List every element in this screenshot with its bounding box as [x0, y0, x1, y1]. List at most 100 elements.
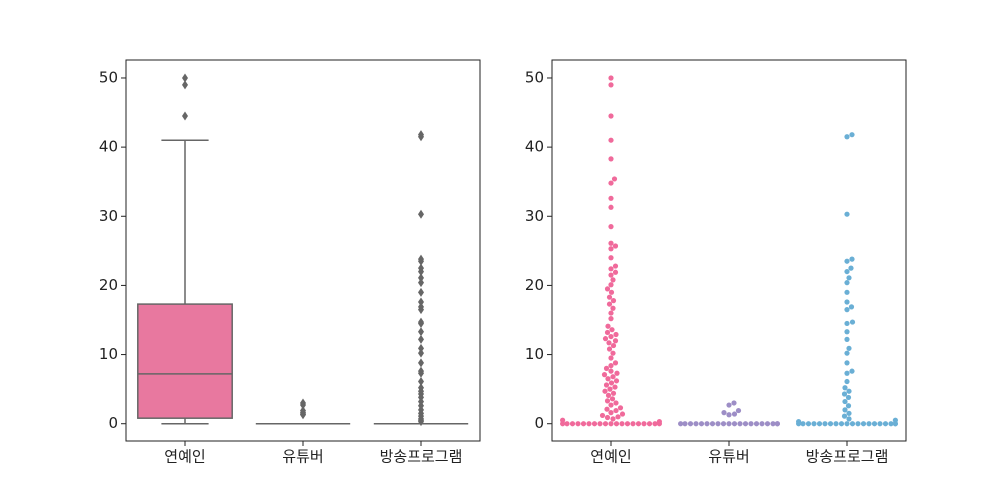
swarm-point: [606, 340, 612, 346]
x-tick-label: 유튜버: [708, 448, 749, 466]
swarm-point: [693, 421, 699, 427]
flier: [418, 383, 424, 393]
swarm-point: [608, 156, 614, 162]
swarm-point: [608, 204, 614, 210]
swarm-point: [619, 411, 626, 417]
swarm-point: [846, 416, 852, 422]
swarm-point: [841, 391, 848, 397]
swarm-point: [844, 268, 850, 275]
swarm-point: [846, 345, 852, 351]
flier: [182, 111, 188, 121]
y-tick-label: 0: [108, 414, 118, 432]
swarm-point: [731, 400, 737, 406]
y-tick-label: 20: [99, 276, 118, 294]
swarm-point: [849, 319, 856, 325]
swarm-point: [608, 224, 614, 230]
swarm-point: [609, 396, 616, 402]
swarm-point: [586, 421, 592, 427]
swarm-point: [608, 402, 614, 408]
swarm-point: [849, 368, 855, 374]
swarm-point: [849, 132, 855, 138]
swarm-point: [602, 336, 609, 342]
flier: [418, 254, 424, 264]
swarm-point: [800, 421, 806, 427]
swarm-point: [848, 265, 854, 271]
swarm-point: [610, 277, 616, 283]
swarm-point: [610, 350, 616, 356]
swarm-point: [604, 406, 610, 412]
swarm-point: [827, 421, 834, 427]
swarm-point: [608, 380, 615, 386]
flier: [418, 334, 424, 344]
swarm-point: [608, 368, 614, 374]
swarm-point: [844, 421, 850, 427]
y-tick-label: 40: [525, 138, 544, 156]
y-tick-label: 10: [99, 345, 118, 363]
swarm-point: [855, 421, 861, 427]
swarm-point: [608, 255, 614, 261]
flier: [418, 302, 424, 312]
swarm-point: [866, 421, 872, 427]
swarm-point: [608, 75, 614, 81]
swarm-point: [605, 323, 611, 329]
flier: [300, 398, 306, 408]
flier: [418, 348, 424, 358]
swarm-point: [606, 294, 613, 300]
swarm-point: [646, 421, 653, 427]
swarm-point: [844, 299, 850, 305]
x-tick-label: 유튜버: [282, 448, 323, 466]
flier: [418, 358, 424, 368]
swarm-point: [612, 360, 619, 366]
flier: [418, 278, 424, 288]
y-tick-label: 30: [525, 207, 544, 225]
swarm-point: [610, 298, 617, 304]
swarm-point: [698, 421, 705, 427]
swarm-point: [715, 421, 721, 427]
swarm-point: [614, 370, 620, 376]
swarm-point: [838, 421, 845, 427]
swarm-point: [615, 414, 621, 420]
swarm-point: [844, 378, 850, 385]
swarm-point: [844, 258, 850, 264]
swarm-point: [608, 421, 614, 427]
swarm-point: [608, 355, 614, 361]
swarm-point: [612, 243, 619, 249]
y-tick-label: 30: [99, 207, 118, 225]
swarm-point: [844, 329, 850, 335]
swarm-point: [846, 275, 852, 281]
swarm-point: [720, 421, 727, 427]
swarm-point: [811, 421, 817, 427]
swarm-point: [764, 421, 771, 427]
flier: [418, 130, 424, 140]
swarm-point: [822, 421, 828, 427]
swarm-point: [841, 413, 848, 419]
swarm-point: [569, 421, 576, 427]
swarm-point: [612, 384, 618, 390]
swarm-point: [608, 137, 614, 143]
x-tick-label: 방송프로그램: [806, 448, 889, 466]
swarm-point: [610, 390, 617, 396]
swarm-point: [726, 402, 732, 408]
swarm-point: [844, 320, 850, 327]
flier: [418, 317, 424, 327]
swarm-point: [842, 385, 848, 391]
x-tick-label: 방송프로그램: [380, 448, 463, 466]
swarm-point: [608, 272, 614, 278]
swarm-point: [608, 363, 614, 369]
swarm-point: [796, 419, 802, 425]
swarm-point: [597, 421, 603, 427]
swarm-point: [704, 421, 710, 427]
y-tick-label: 50: [99, 68, 118, 86]
swarm-point: [844, 307, 850, 313]
swarm-point: [860, 421, 867, 427]
swarm-point: [606, 346, 613, 352]
swarm-point: [849, 256, 855, 262]
swarm-point: [871, 421, 878, 427]
swarm-point: [844, 289, 850, 295]
x-tick-label: 연예인: [590, 448, 631, 466]
swarm-point: [610, 305, 616, 311]
swarm-point: [844, 280, 850, 286]
swarm-point: [844, 360, 850, 366]
swarm-point: [842, 398, 848, 405]
